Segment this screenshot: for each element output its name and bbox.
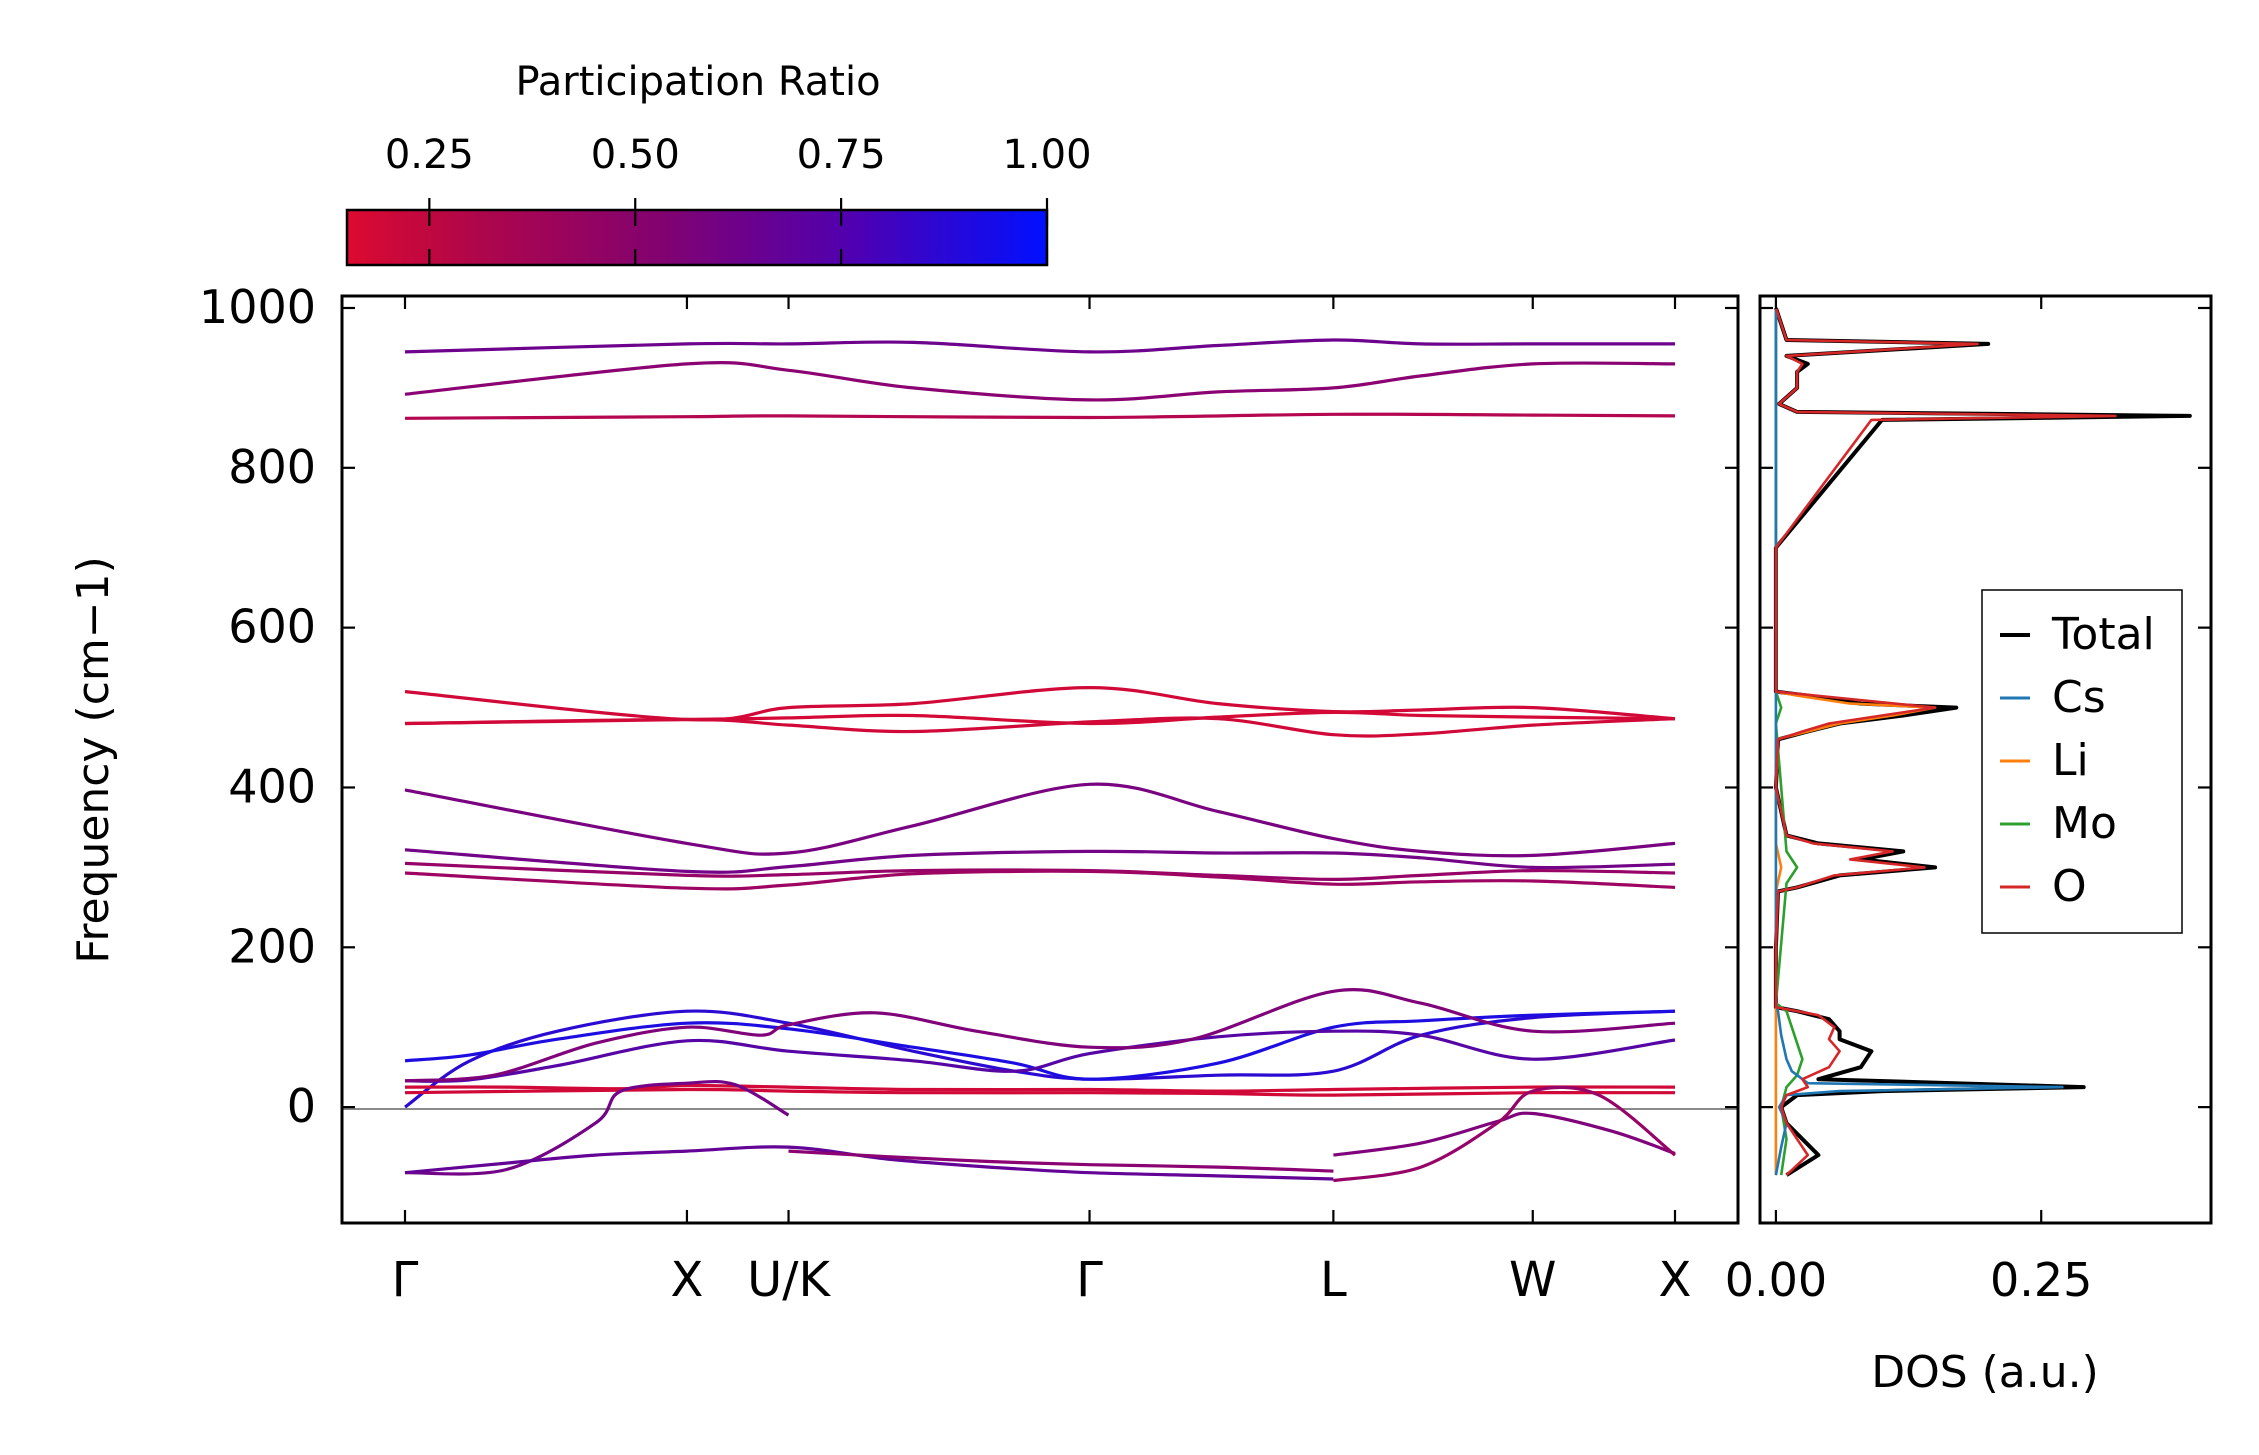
- colorbar-tick-label: 0.75: [797, 132, 886, 178]
- band-line: [404, 1009, 1676, 1081]
- dos-legend: Total Cs Li Mo O: [1981, 589, 2183, 934]
- legend-label: Cs: [2052, 672, 2106, 723]
- legend-label: Li: [2052, 735, 2089, 786]
- band-line: [1333, 1085, 1676, 1183]
- band-line: [404, 1079, 790, 1176]
- band-line: [404, 361, 1676, 402]
- y-tick-label: 200: [228, 919, 316, 973]
- legend-label: Total: [2051, 609, 2155, 660]
- colorbar-tick-label: 1.00: [1002, 132, 1091, 178]
- k-point-label: Γ: [1076, 1252, 1103, 1308]
- dos-plot-frame: [1758, 294, 2213, 1225]
- colorbar: Participation Ratio 0.25 0.50 0.75 1.00: [345, 59, 1092, 267]
- colorbar-tick-label: 0.50: [591, 132, 680, 178]
- band-lines: [404, 338, 1676, 1183]
- y-axis-label: Frequency (cm−1): [68, 556, 119, 964]
- band-structure-panel: 0 200 400 600 800 1000 Γ X U/K Γ L W X Frequency (c…: [68, 280, 1740, 1308]
- k-point-label: X: [670, 1252, 703, 1308]
- y-tick-label: 600: [228, 600, 316, 654]
- band-plot-frame: [340, 294, 1740, 1225]
- colorbar-ticks: 0.25 0.50 0.75 1.00: [385, 132, 1092, 265]
- k-point-label: U/K: [747, 1252, 831, 1308]
- band-line: [404, 988, 1676, 1083]
- y-tick-label: 1000: [199, 280, 316, 334]
- dos-panel: 0.00 0.25 DOS (a.u.) Total Cs Li Mo O: [1725, 294, 2213, 1398]
- k-point-label: L: [1320, 1252, 1347, 1308]
- band-line: [404, 869, 1676, 891]
- dos-x-axis-label: DOS (a.u.): [1871, 1347, 2099, 1398]
- band-x-axis: Γ X U/K Γ L W X: [392, 296, 1692, 1308]
- k-point-label: X: [1659, 1252, 1692, 1308]
- band-line: [404, 412, 1676, 420]
- y-tick-label: 800: [228, 440, 316, 494]
- y-tick-label: 400: [228, 759, 316, 813]
- band-line: [404, 338, 1675, 354]
- colorbar-label: Participation Ratio: [515, 59, 880, 105]
- dos-x-tick-label: 0.00: [1725, 1253, 1827, 1307]
- band-line: [404, 1029, 1676, 1083]
- k-point-label: W: [1509, 1252, 1556, 1308]
- band-line: [788, 1149, 1334, 1173]
- dos-axes: 0.00 0.25: [1725, 296, 2211, 1307]
- legend-label: O: [2052, 861, 2087, 912]
- legend-label: Mo: [2052, 798, 2117, 849]
- dos-line-o: [1774, 307, 2117, 1177]
- dos-line-mo: [1774, 308, 1804, 1176]
- y-tick-label: 0: [287, 1079, 316, 1133]
- dos-lines: [1773, 307, 2192, 1177]
- band-line: [404, 1145, 1334, 1181]
- band-line: [404, 1083, 1676, 1093]
- k-point-label: Γ: [392, 1252, 419, 1308]
- colorbar-gradient: [345, 208, 1049, 267]
- band-line: [404, 716, 1676, 738]
- band-line: [404, 848, 1676, 874]
- dos-x-tick-label: 0.25: [1990, 1253, 2092, 1307]
- band-y-axis: 0 200 400 600 800 1000: [199, 280, 1738, 1133]
- colorbar-tick-label: 0.25: [385, 132, 474, 178]
- band-line: [1333, 1111, 1676, 1157]
- band-line: [404, 1087, 1676, 1097]
- band-line: [404, 782, 1676, 858]
